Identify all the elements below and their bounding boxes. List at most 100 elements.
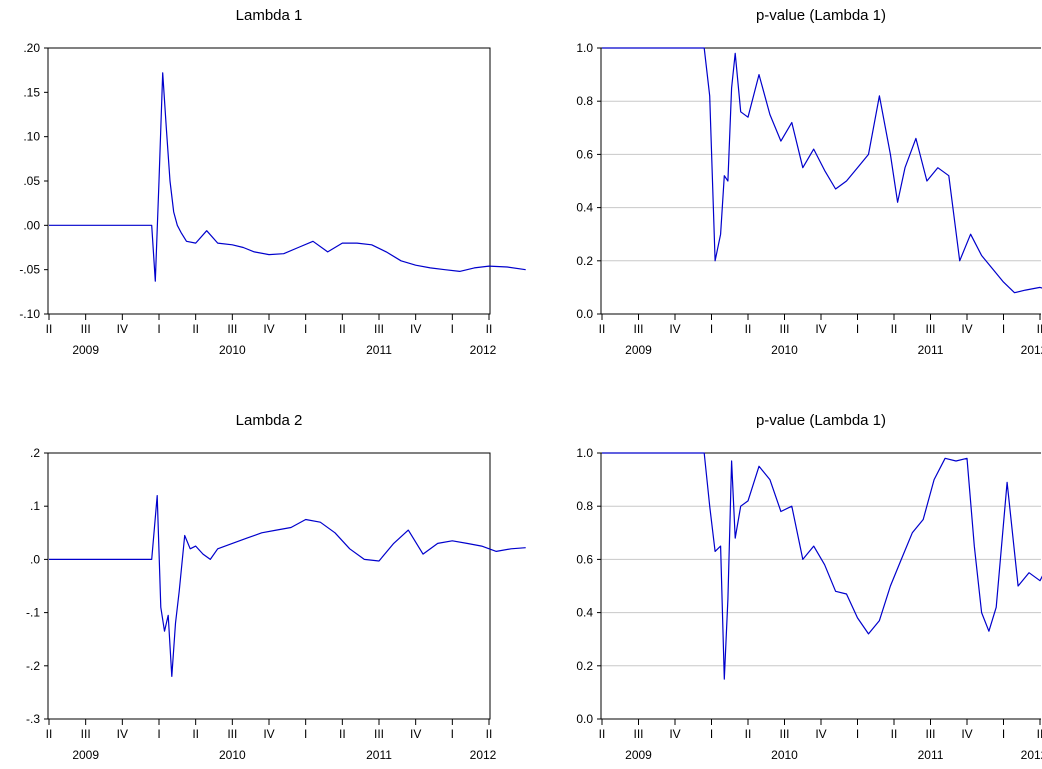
- year-label: 2009: [72, 748, 99, 762]
- chart-title: Lambda 2: [236, 412, 303, 429]
- year-label: 2009: [625, 748, 652, 762]
- quarter-label: IV: [263, 727, 274, 741]
- y-tick-label: 0.6: [576, 147, 593, 161]
- quarter-label: III: [81, 727, 91, 741]
- quarter-label: I: [710, 322, 713, 336]
- quarter-label: III: [374, 322, 384, 336]
- quarter-label: I: [451, 322, 454, 336]
- quarter-label: IV: [815, 727, 826, 741]
- quarter-label: II: [599, 727, 606, 741]
- quarter-label: II: [192, 322, 199, 336]
- y-tick-label: 0.4: [576, 201, 593, 215]
- quarter-label: III: [633, 322, 643, 336]
- y-tick-label: 1.0: [576, 41, 593, 55]
- quarter-label: I: [304, 727, 307, 741]
- quarter-label: III: [925, 727, 935, 741]
- year-label: 2011: [918, 343, 944, 357]
- year-label: 2010: [219, 748, 246, 762]
- series-line: [602, 47, 1042, 294]
- chart-title: p-value (Lambda 1): [756, 412, 886, 429]
- year-label: 2012: [1021, 748, 1042, 762]
- chart-title: Lambda 1: [236, 7, 303, 24]
- chart-title: p-value (Lambda 1): [756, 7, 886, 24]
- year-label: 2009: [625, 343, 652, 357]
- quarter-label: I: [1002, 322, 1005, 336]
- y-tick-label: -.05: [19, 263, 40, 277]
- quarter-label: III: [227, 727, 237, 741]
- quarter-label: II: [46, 727, 53, 741]
- quarter-label: IV: [410, 727, 421, 741]
- year-label: 2011: [366, 748, 392, 762]
- quarter-label: III: [81, 322, 91, 336]
- series-line: [49, 495, 526, 678]
- quarter-label: I: [856, 727, 859, 741]
- year-label: 2012: [470, 748, 497, 762]
- quarter-label: II: [486, 322, 493, 336]
- quarter-label: IV: [117, 322, 128, 336]
- quarter-label: II: [339, 322, 346, 336]
- quarter-label: II: [486, 727, 493, 741]
- y-tick-label: -.10: [19, 307, 40, 321]
- year-label: 2012: [470, 343, 497, 357]
- chart-panel: 0.00.20.40.60.81.0II III IV I II III IV I II III I…: [576, 7, 1042, 357]
- y-tick-label: 0.0: [576, 307, 593, 321]
- y-tick-label: 0.8: [576, 499, 593, 513]
- y-tick-label: .00: [23, 218, 40, 232]
- y-tick-label: .1: [30, 499, 40, 513]
- quarter-label: III: [779, 727, 789, 741]
- quarter-label: I: [856, 322, 859, 336]
- quarter-label: III: [227, 322, 237, 336]
- plot-frame: [47, 452, 491, 720]
- y-tick-label: -.1: [26, 606, 40, 620]
- quarter-label: IV: [263, 322, 274, 336]
- quarter-label: II: [745, 322, 752, 336]
- quarter-label: II: [1037, 727, 1042, 741]
- quarter-label: IV: [961, 322, 972, 336]
- quarter-label: IV: [669, 727, 680, 741]
- y-tick-label: .05: [23, 174, 40, 188]
- plot-frame: [47, 47, 491, 315]
- quarter-label: II: [745, 727, 752, 741]
- y-tick-label: .20: [23, 41, 40, 55]
- y-tick-label: 0.2: [576, 659, 593, 673]
- y-tick-label: 0.8: [576, 94, 593, 108]
- year-label: 2011: [918, 748, 944, 762]
- y-tick-label: 0.0: [576, 712, 593, 726]
- quarter-label: IV: [961, 727, 972, 741]
- y-tick-label: 0.2: [576, 254, 593, 268]
- quarter-label: IV: [669, 322, 680, 336]
- y-tick-label: .2: [30, 446, 40, 460]
- y-tick-label: 0.4: [576, 606, 593, 620]
- quarter-label: III: [779, 322, 789, 336]
- y-tick-label: 0.6: [576, 552, 593, 566]
- year-label: 2010: [771, 343, 798, 357]
- year-label: 2009: [72, 343, 99, 357]
- quarter-label: IV: [815, 322, 826, 336]
- quarter-label: I: [157, 322, 160, 336]
- quarter-label: I: [157, 727, 160, 741]
- quarter-label: II: [192, 727, 199, 741]
- quarter-label: II: [891, 727, 898, 741]
- quarter-label: III: [374, 727, 384, 741]
- y-tick-label: -.3: [26, 712, 40, 726]
- y-tick-label: .15: [23, 85, 40, 99]
- year-label: 2012: [1021, 343, 1042, 357]
- quarter-label: II: [599, 322, 606, 336]
- quarter-label: I: [304, 322, 307, 336]
- chart-panel: -.3-.2-.1.0.1.2II III IV I II III IV I II III IV I I…: [26, 412, 526, 762]
- quarter-label: III: [633, 727, 643, 741]
- series-line: [49, 72, 526, 282]
- chart-panel: 0.00.20.40.60.81.0II III IV I II III IV I II III I…: [576, 412, 1042, 762]
- quarter-label: I: [451, 727, 454, 741]
- year-label: 2010: [219, 343, 246, 357]
- series-line: [602, 452, 1042, 680]
- y-tick-label: .10: [23, 130, 40, 144]
- y-tick-label: 1.0: [576, 446, 593, 460]
- quarter-label: II: [339, 727, 346, 741]
- y-tick-label: .0: [30, 552, 40, 566]
- quarter-label: I: [710, 727, 713, 741]
- year-label: 2010: [771, 748, 798, 762]
- quarter-label: II: [1037, 322, 1042, 336]
